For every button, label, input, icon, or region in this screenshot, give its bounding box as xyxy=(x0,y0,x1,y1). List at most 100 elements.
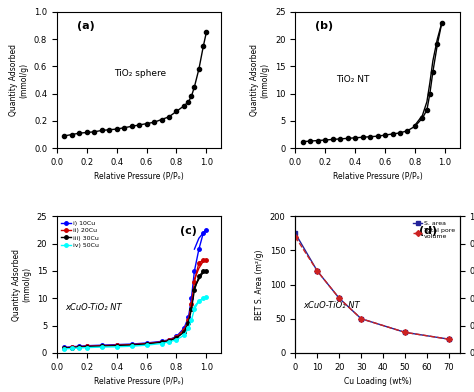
Line: S. area: S. area xyxy=(293,231,451,341)
ii) 20Cu xyxy=(69,345,75,350)
Legend: S. area, Total pore
volume: S. area, Total pore volume xyxy=(412,220,456,240)
iv) 50Cu xyxy=(159,341,164,346)
iii) 30Cu xyxy=(186,320,191,325)
iii) 30Cu xyxy=(203,269,209,273)
iv) 50Cu xyxy=(173,338,179,342)
X-axis label: Relative Pressure (P/Pₒ): Relative Pressure (P/Pₒ) xyxy=(94,377,184,386)
ii) 20Cu xyxy=(189,301,194,306)
iv) 50Cu xyxy=(203,295,209,299)
ii) 20Cu xyxy=(181,328,187,332)
iii) 30Cu xyxy=(181,330,187,334)
S. area xyxy=(292,231,298,236)
iv) 50Cu xyxy=(166,339,172,344)
i) 10Cu xyxy=(166,338,172,342)
iv) 50Cu xyxy=(99,345,105,349)
ii) 20Cu xyxy=(173,335,179,339)
i) 10Cu xyxy=(196,247,202,252)
ii) 20Cu xyxy=(166,338,172,343)
iii) 30Cu xyxy=(191,288,197,292)
Y-axis label: Quantity Adsorbed
(mmol/g): Quantity Adsorbed (mmol/g) xyxy=(250,44,270,116)
Legend: i) 10Cu, ii) 20Cu, iii) 30Cu, iv) 50Cu: i) 10Cu, ii) 20Cu, iii) 30Cu, iv) 50Cu xyxy=(60,220,100,249)
Y-axis label: BET S. Area (m²/g): BET S. Area (m²/g) xyxy=(255,249,264,320)
ii) 20Cu xyxy=(144,341,149,346)
iii) 30Cu xyxy=(196,274,202,279)
Y-axis label: Quantity Adsorbed
(mmol/g): Quantity Adsorbed (mmol/g) xyxy=(9,44,28,116)
ii) 20Cu xyxy=(159,339,164,344)
ii) 20Cu xyxy=(196,260,202,265)
Text: xCuO-TiO₂ NT: xCuO-TiO₂ NT xyxy=(65,303,122,312)
i) 10Cu xyxy=(69,345,75,349)
iv) 50Cu xyxy=(76,345,82,350)
ii) 20Cu xyxy=(186,318,191,322)
Text: (d): (d) xyxy=(419,226,437,236)
ii) 20Cu xyxy=(62,345,67,350)
iv) 50Cu xyxy=(181,333,187,338)
iv) 50Cu xyxy=(62,347,67,351)
X-axis label: Relative Pressure (P/Pₒ): Relative Pressure (P/Pₒ) xyxy=(94,172,184,181)
Total pore
volume xyxy=(402,330,408,335)
iii) 30Cu xyxy=(114,343,119,348)
S. area xyxy=(446,337,452,341)
X-axis label: Cu Loading (wt%): Cu Loading (wt%) xyxy=(344,377,411,386)
Text: TiO₂ NT: TiO₂ NT xyxy=(337,76,370,84)
iii) 30Cu xyxy=(99,344,105,348)
X-axis label: Relative Pressure (P/Pₒ): Relative Pressure (P/Pₒ) xyxy=(333,172,422,181)
ii) 20Cu xyxy=(191,279,197,284)
i) 10Cu xyxy=(114,342,119,347)
i) 10Cu xyxy=(181,326,187,330)
iv) 50Cu xyxy=(201,296,206,301)
Line: Total pore
volume: Total pore volume xyxy=(293,235,451,341)
i) 10Cu xyxy=(84,343,90,348)
iv) 50Cu xyxy=(186,326,191,330)
ii) 20Cu xyxy=(76,345,82,349)
ii) 20Cu xyxy=(203,258,209,262)
ii) 20Cu xyxy=(114,343,119,348)
iv) 50Cu xyxy=(84,345,90,350)
Line: iv) 50Cu: iv) 50Cu xyxy=(63,296,208,351)
ii) 20Cu xyxy=(201,258,206,262)
Total pore
volume xyxy=(358,316,364,321)
i) 10Cu xyxy=(201,230,206,235)
iv) 50Cu xyxy=(129,344,135,348)
Text: (a): (a) xyxy=(77,21,94,31)
Text: (c): (c) xyxy=(180,226,197,236)
Total pore
volume xyxy=(446,337,452,341)
Total pore
volume xyxy=(292,234,298,239)
ii) 20Cu xyxy=(129,342,135,347)
iii) 30Cu xyxy=(62,346,67,350)
ii) 20Cu xyxy=(99,343,105,348)
iii) 30Cu xyxy=(76,345,82,349)
iii) 30Cu xyxy=(69,345,75,350)
iv) 50Cu xyxy=(144,343,149,348)
i) 10Cu xyxy=(76,344,82,348)
Total pore
volume xyxy=(314,269,320,273)
iii) 30Cu xyxy=(159,340,164,345)
Text: xCuO-TiO₂ NT: xCuO-TiO₂ NT xyxy=(303,301,360,310)
i) 10Cu xyxy=(99,343,105,348)
iii) 30Cu xyxy=(173,336,179,340)
i) 10Cu xyxy=(173,334,179,339)
Y-axis label: Quantity Adsorbed
(mmol/g): Quantity Adsorbed (mmol/g) xyxy=(12,249,31,321)
Line: ii) 20Cu: ii) 20Cu xyxy=(63,258,208,350)
iii) 30Cu xyxy=(166,338,172,343)
S. area xyxy=(314,269,320,273)
iii) 30Cu xyxy=(129,343,135,348)
Line: i) 10Cu: i) 10Cu xyxy=(63,228,208,349)
i) 10Cu xyxy=(62,345,67,350)
iii) 30Cu xyxy=(189,307,194,312)
iii) 30Cu xyxy=(84,345,90,349)
S. area xyxy=(402,330,408,335)
i) 10Cu xyxy=(186,315,191,320)
Text: TiO₂ sphere: TiO₂ sphere xyxy=(114,69,166,78)
iii) 30Cu xyxy=(144,342,149,347)
Line: iii) 30Cu: iii) 30Cu xyxy=(63,269,208,350)
i) 10Cu xyxy=(144,341,149,345)
i) 10Cu xyxy=(191,269,197,273)
iv) 50Cu xyxy=(196,299,202,303)
Text: (b): (b) xyxy=(315,21,333,31)
S. area xyxy=(337,296,342,301)
i) 10Cu xyxy=(203,228,209,232)
iii) 30Cu xyxy=(201,269,206,273)
iv) 50Cu xyxy=(69,346,75,351)
i) 10Cu xyxy=(159,339,164,344)
